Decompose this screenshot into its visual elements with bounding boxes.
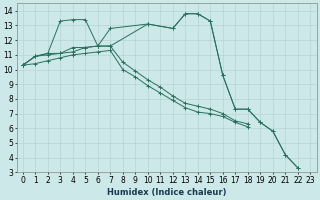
- X-axis label: Humidex (Indice chaleur): Humidex (Indice chaleur): [107, 188, 226, 197]
